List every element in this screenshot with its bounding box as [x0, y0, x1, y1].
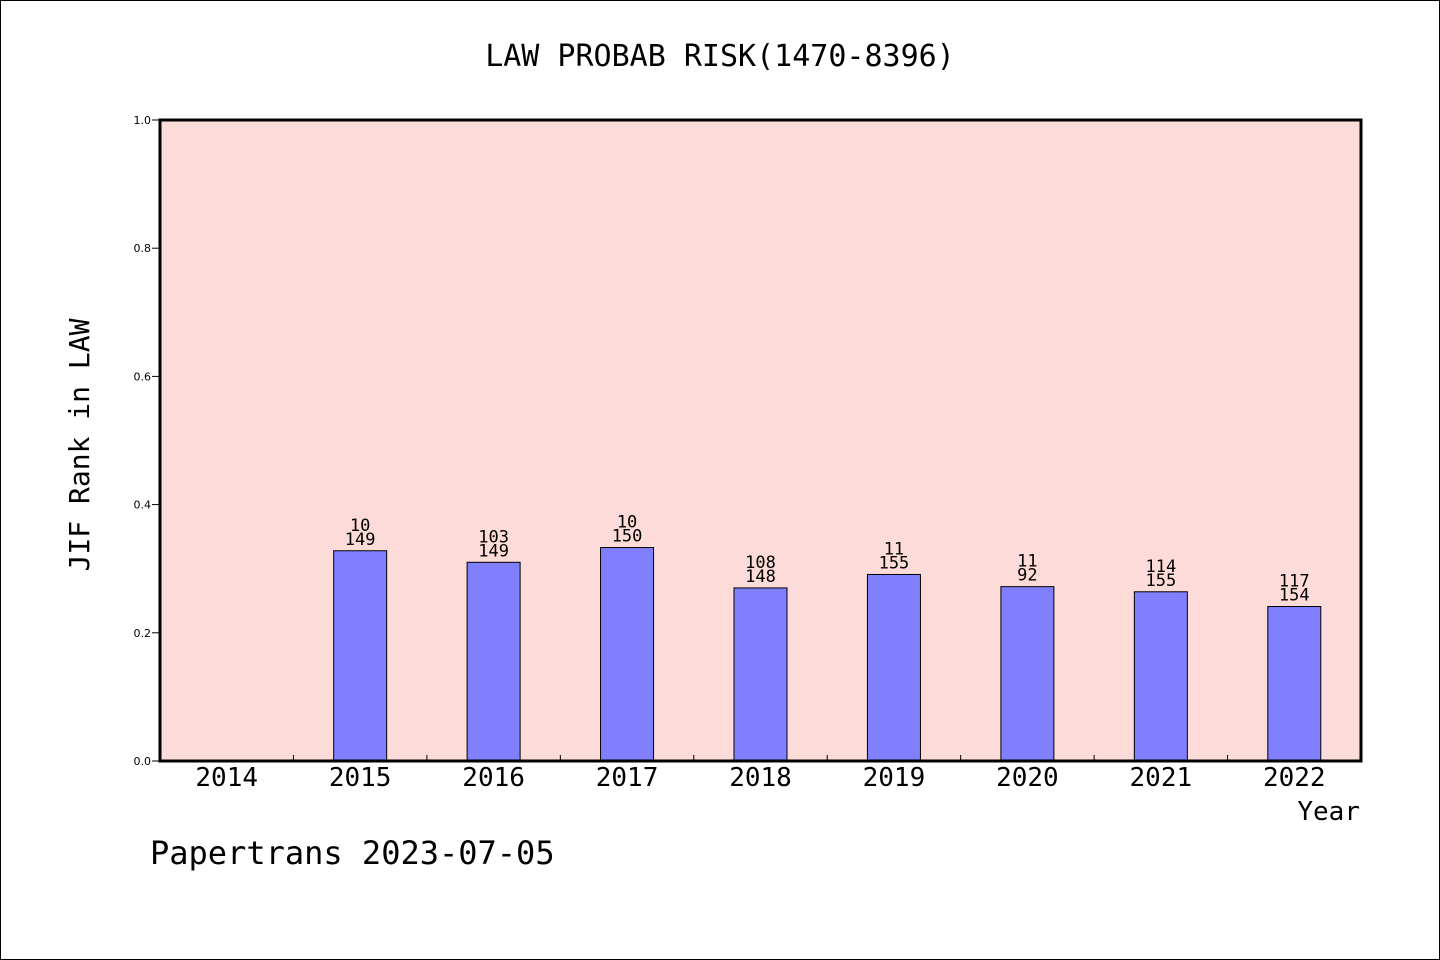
footer-credit: Papertrans 2023-07-05: [150, 834, 555, 872]
bar-label-total: 155: [879, 553, 910, 573]
bars: [333, 547, 1322, 762]
bar-label-total: 154: [1279, 586, 1310, 606]
bar-label-rank: 117: [1279, 572, 1310, 592]
bar-label-rank: 108: [745, 553, 776, 573]
y-tick-label: 0.2: [134, 627, 152, 640]
x-tick-label: 2020: [996, 763, 1059, 793]
bar-label-rank: 10: [617, 513, 637, 533]
bar-label-total: 149: [345, 530, 376, 550]
bar-2019: [866, 573, 921, 762]
chart-title: LAW PROBAB RISK(1470-8396): [485, 39, 955, 74]
y-tick-label: 1.0: [134, 114, 152, 127]
bar-label-total: 92: [1017, 566, 1037, 586]
y-axis-label: JIF Rank in LAW: [63, 318, 96, 571]
x-tick-label: 2016: [462, 763, 525, 793]
bar-2020: [1000, 586, 1055, 762]
bar-2015: [333, 550, 388, 762]
x-tick-label: 2019: [863, 763, 926, 793]
bar-label-rank: 114: [1145, 557, 1176, 577]
x-axis-label: Year: [1297, 797, 1360, 827]
y-axis: 0.0 0.2 0.4 0.6 0.8 1.0: [134, 114, 160, 768]
bar-label-rank: 103: [478, 527, 509, 547]
y-tick-label: 0.0: [134, 755, 152, 768]
y-tick-label: 0.8: [134, 242, 152, 255]
bar-label-total: 155: [1145, 571, 1176, 591]
bar-label-total: 148: [745, 567, 776, 587]
x-tick-label: 2015: [329, 763, 392, 793]
y-tick-label: 0.6: [134, 370, 152, 383]
y-tick-label: 0.4: [134, 499, 152, 512]
x-axis: 2014 2015 2016 2017 2018 2019 2020 2021 2022: [195, 755, 1326, 793]
plot-border: [158, 118, 1363, 763]
x-tick-label: 2014: [195, 763, 258, 793]
bar-2022: [1267, 606, 1322, 762]
bar-label-rank: 11: [884, 539, 904, 559]
x-tick-label: 2018: [729, 763, 792, 793]
bar-label-rank: 10: [350, 516, 370, 536]
bar-2021: [1133, 591, 1188, 762]
bar-label-total: 150: [612, 527, 643, 547]
bar-2017: [600, 547, 655, 762]
x-tick-label: 2017: [596, 763, 659, 793]
x-tick-label: 2021: [1130, 763, 1193, 793]
bar-2018: [733, 587, 788, 762]
x-tick-label: 2022: [1263, 763, 1326, 793]
bar-label-total: 149: [478, 541, 509, 561]
bar-2016: [466, 561, 521, 762]
bar-label-rank: 11: [1017, 552, 1037, 572]
